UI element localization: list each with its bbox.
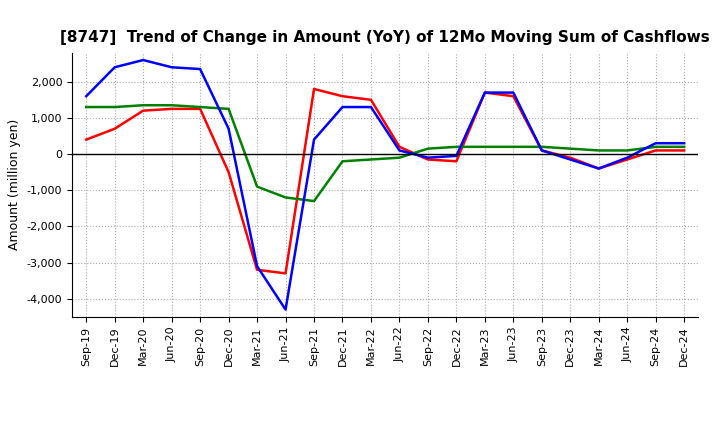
Line: Free Cashflow: Free Cashflow — [86, 60, 684, 310]
Free Cashflow — [366, 104, 375, 110]
Free Cashflow — [225, 126, 233, 132]
Free Cashflow — [395, 148, 404, 153]
Operating Cashflow — [139, 108, 148, 114]
Free Cashflow — [537, 148, 546, 153]
Free Cashflow — [680, 140, 688, 146]
Operating Cashflow — [566, 155, 575, 160]
Investing Cashflow — [310, 198, 318, 204]
Free Cashflow — [196, 66, 204, 72]
Investing Cashflow — [652, 144, 660, 150]
Title: [8747]  Trend of Change in Amount (YoY) of 12Mo Moving Sum of Cashflows: [8747] Trend of Change in Amount (YoY) o… — [60, 29, 710, 45]
Free Cashflow — [282, 307, 290, 312]
Free Cashflow — [167, 65, 176, 70]
Investing Cashflow — [566, 146, 575, 151]
Operating Cashflow — [452, 159, 461, 164]
Line: Investing Cashflow: Investing Cashflow — [86, 105, 684, 201]
Operating Cashflow — [82, 137, 91, 142]
Operating Cashflow — [595, 166, 603, 171]
Investing Cashflow — [139, 103, 148, 108]
Investing Cashflow — [196, 104, 204, 110]
Operating Cashflow — [509, 94, 518, 99]
Investing Cashflow — [110, 104, 119, 110]
Operating Cashflow — [395, 144, 404, 150]
Free Cashflow — [480, 90, 489, 95]
Investing Cashflow — [537, 144, 546, 150]
Operating Cashflow — [423, 157, 432, 162]
Free Cashflow — [338, 104, 347, 110]
Free Cashflow — [110, 65, 119, 70]
Investing Cashflow — [338, 159, 347, 164]
Operating Cashflow — [225, 169, 233, 175]
Investing Cashflow — [253, 184, 261, 189]
Operating Cashflow — [680, 148, 688, 153]
Operating Cashflow — [338, 94, 347, 99]
Investing Cashflow — [680, 144, 688, 150]
Operating Cashflow — [480, 90, 489, 95]
Free Cashflow — [452, 153, 461, 158]
Free Cashflow — [310, 137, 318, 142]
Investing Cashflow — [282, 195, 290, 200]
Free Cashflow — [423, 155, 432, 160]
Y-axis label: Amount (million yen): Amount (million yen) — [8, 119, 21, 250]
Free Cashflow — [595, 166, 603, 171]
Investing Cashflow — [225, 106, 233, 111]
Investing Cashflow — [395, 155, 404, 160]
Investing Cashflow — [82, 104, 91, 110]
Investing Cashflow — [595, 148, 603, 153]
Operating Cashflow — [310, 86, 318, 92]
Investing Cashflow — [366, 157, 375, 162]
Investing Cashflow — [167, 103, 176, 108]
Investing Cashflow — [509, 144, 518, 150]
Free Cashflow — [566, 157, 575, 162]
Free Cashflow — [82, 94, 91, 99]
Investing Cashflow — [423, 146, 432, 151]
Free Cashflow — [652, 140, 660, 146]
Operating Cashflow — [652, 148, 660, 153]
Investing Cashflow — [480, 144, 489, 150]
Free Cashflow — [253, 264, 261, 269]
Operating Cashflow — [253, 267, 261, 272]
Operating Cashflow — [537, 148, 546, 153]
Operating Cashflow — [167, 106, 176, 111]
Operating Cashflow — [366, 97, 375, 103]
Operating Cashflow — [623, 157, 631, 162]
Investing Cashflow — [623, 148, 631, 153]
Free Cashflow — [139, 57, 148, 62]
Free Cashflow — [623, 155, 631, 160]
Free Cashflow — [509, 90, 518, 95]
Line: Operating Cashflow: Operating Cashflow — [86, 89, 684, 273]
Investing Cashflow — [452, 144, 461, 150]
Operating Cashflow — [282, 271, 290, 276]
Operating Cashflow — [196, 106, 204, 111]
Operating Cashflow — [110, 126, 119, 132]
